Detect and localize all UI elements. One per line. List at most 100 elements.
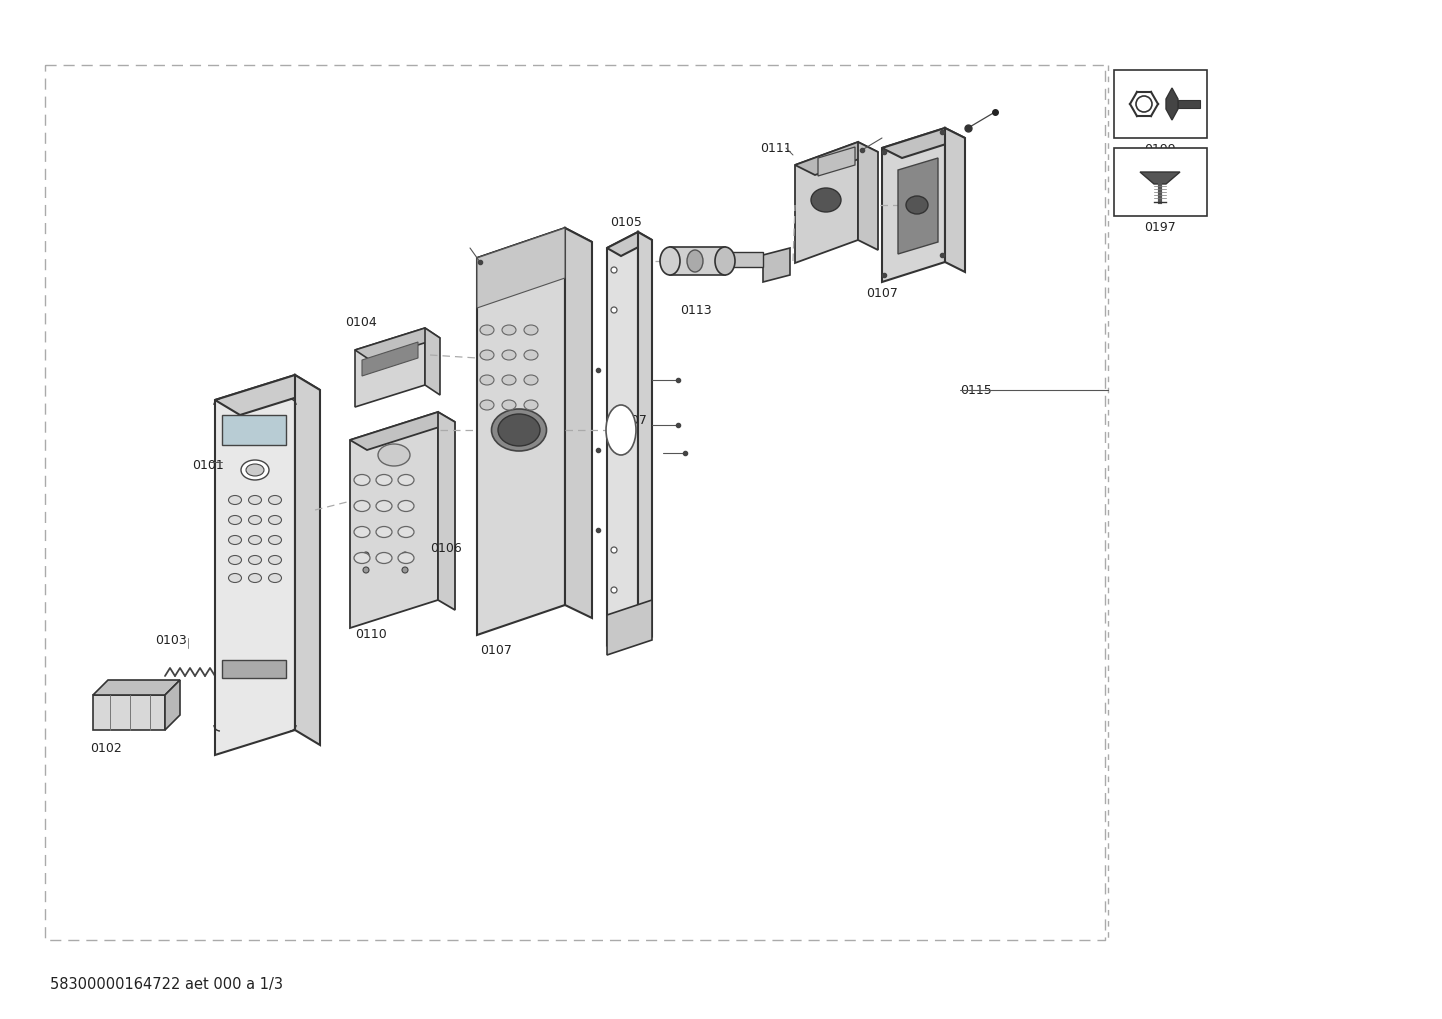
Ellipse shape [606,405,636,455]
Ellipse shape [353,552,371,564]
Text: 0107: 0107 [614,414,647,427]
Text: 0110: 0110 [355,629,386,642]
Ellipse shape [523,325,538,335]
Bar [1115,70,1207,138]
Text: 0107: 0107 [480,644,512,656]
Ellipse shape [228,536,241,544]
Text: 0103: 0103 [154,634,187,646]
Polygon shape [355,328,440,360]
Ellipse shape [248,574,261,583]
Circle shape [611,267,617,273]
Polygon shape [215,375,296,755]
Ellipse shape [398,475,414,485]
Polygon shape [355,525,428,553]
Polygon shape [883,128,945,282]
Ellipse shape [248,495,261,504]
Polygon shape [1141,172,1180,184]
Ellipse shape [523,400,538,410]
Polygon shape [607,232,652,256]
Polygon shape [92,695,164,730]
Ellipse shape [660,247,681,275]
Polygon shape [350,412,438,628]
Polygon shape [607,232,637,645]
Circle shape [611,307,617,313]
Text: 0101: 0101 [192,459,224,472]
Ellipse shape [248,555,261,565]
Polygon shape [883,128,965,158]
Text: 0107: 0107 [867,286,898,300]
Text: 0106: 0106 [430,541,461,554]
Polygon shape [215,375,320,415]
Bar [1178,100,1200,108]
Ellipse shape [480,325,495,335]
Ellipse shape [523,375,538,385]
Bar [725,252,763,267]
Polygon shape [355,328,425,407]
Polygon shape [795,142,858,263]
Circle shape [363,552,369,558]
Polygon shape [425,328,440,395]
Polygon shape [945,128,965,272]
Polygon shape [92,680,180,695]
Ellipse shape [906,196,929,214]
Ellipse shape [480,400,495,410]
Ellipse shape [480,350,495,360]
Polygon shape [350,412,456,450]
Ellipse shape [228,495,241,504]
Ellipse shape [376,475,392,485]
Polygon shape [355,570,415,620]
Polygon shape [795,142,878,175]
Polygon shape [477,228,593,272]
Ellipse shape [378,444,410,466]
Ellipse shape [523,350,538,360]
Ellipse shape [268,495,281,504]
Ellipse shape [248,516,261,525]
Circle shape [363,567,369,573]
Ellipse shape [228,516,241,525]
Polygon shape [1167,88,1178,120]
Text: 0105: 0105 [610,215,642,228]
Text: 58300000164722 aet 000 a 1/3: 58300000164722 aet 000 a 1/3 [50,977,283,993]
Text: 0199: 0199 [1144,143,1175,156]
Text: 0102: 0102 [89,742,121,754]
Text: 0113: 0113 [681,304,711,317]
Ellipse shape [480,375,495,385]
Ellipse shape [353,527,371,537]
Polygon shape [565,228,593,618]
Polygon shape [477,228,565,635]
Polygon shape [362,342,418,376]
Circle shape [402,552,408,558]
Polygon shape [296,375,320,745]
Ellipse shape [398,500,414,512]
Ellipse shape [502,325,516,335]
Circle shape [611,547,617,553]
Polygon shape [898,158,937,254]
Ellipse shape [492,409,547,451]
Polygon shape [607,600,652,655]
Ellipse shape [398,527,414,537]
Polygon shape [355,570,428,598]
Text: 0197: 0197 [1144,220,1175,233]
Bar [671,247,725,275]
Ellipse shape [268,536,281,544]
Ellipse shape [268,574,281,583]
Ellipse shape [268,555,281,565]
Text: 0104: 0104 [345,316,376,328]
Ellipse shape [376,552,392,564]
Polygon shape [637,232,652,636]
Ellipse shape [502,350,516,360]
Ellipse shape [810,187,841,212]
Ellipse shape [241,460,270,480]
Polygon shape [763,248,790,282]
Circle shape [402,567,408,573]
Polygon shape [818,147,855,176]
Ellipse shape [497,414,539,446]
Ellipse shape [228,574,241,583]
Polygon shape [477,228,565,308]
Polygon shape [164,680,180,730]
Ellipse shape [247,464,264,476]
Text: 0111: 0111 [760,142,792,155]
Polygon shape [222,415,286,445]
Polygon shape [222,660,286,678]
Bar [1115,148,1207,216]
